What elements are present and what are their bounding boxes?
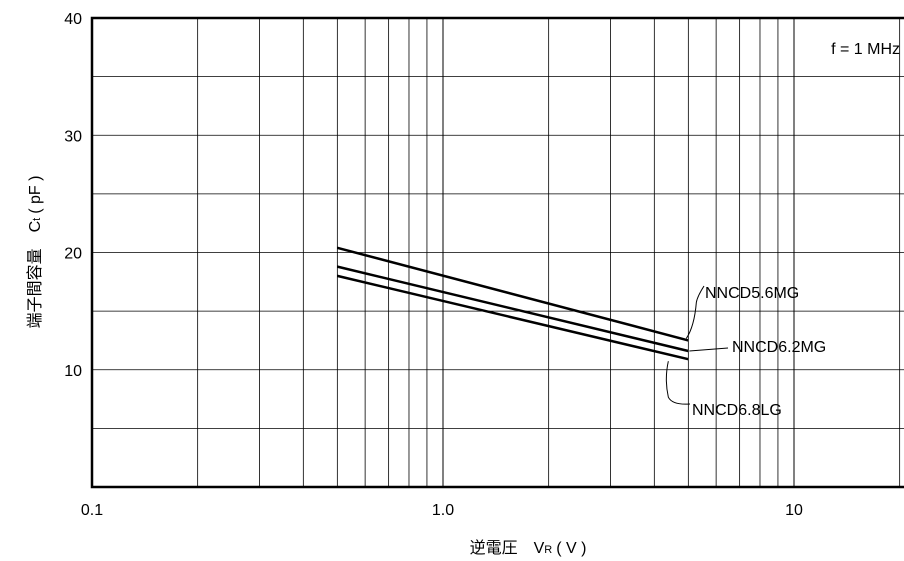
series-label: NNCD5.6MG — [705, 285, 799, 302]
frequency-annotation: f = 1 MHz — [831, 41, 900, 58]
y-tick-label: 20 — [64, 246, 82, 263]
plot-frame — [90, 16, 904, 489]
x-axis-unit: ( V ) — [556, 540, 586, 557]
x-tick-label: 1.0 — [432, 502, 454, 519]
grid-lines — [92, 18, 904, 487]
y-axis-label: 端子間容量 C — [26, 221, 44, 329]
series-label: NNCD6.2MG — [732, 339, 826, 356]
series-lines — [336, 246, 689, 361]
series-line — [336, 246, 689, 342]
x-tick-label: 10 — [785, 502, 803, 519]
series-label: NNCD6.8LG — [692, 402, 782, 419]
x-axis-title: 逆電圧 VR ( V ) — [470, 539, 587, 557]
y-axis-unit: ( pF ) — [27, 176, 44, 214]
series-line — [337, 265, 689, 353]
y-tick-label: 10 — [64, 363, 82, 380]
label-leader-line — [665, 361, 691, 405]
y-axis-subscript: t — [31, 218, 43, 221]
x-axis-subscript: R — [544, 544, 552, 556]
label-leader-line — [689, 347, 729, 352]
tick-labels: 0.1 1.0 10 10 20 30 40 — [64, 11, 803, 519]
series-line — [337, 274, 689, 361]
label-leader-line — [685, 285, 705, 339]
x-axis-label: 逆電圧 V — [470, 539, 545, 557]
y-tick-label: 40 — [64, 11, 82, 28]
series-labels: NNCD5.6MG NNCD6.2MG NNCD6.8LG — [665, 285, 826, 419]
x-tick-label: 0.1 — [81, 502, 103, 519]
y-axis-title: 端子間容量 Ct ( pF ) — [26, 176, 44, 329]
y-tick-label: 30 — [64, 128, 82, 145]
